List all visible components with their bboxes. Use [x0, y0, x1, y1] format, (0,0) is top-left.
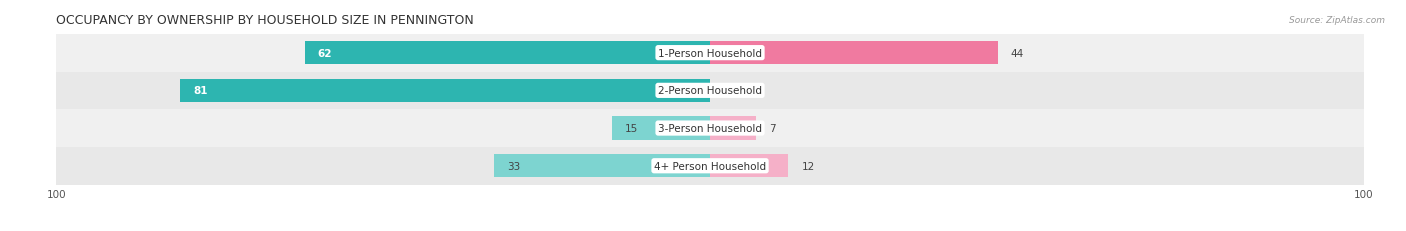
Bar: [56, 72, 1364, 110]
Bar: [710, 42, 998, 65]
Bar: [180, 79, 710, 103]
Bar: [710, 154, 789, 178]
Bar: [305, 42, 710, 65]
Text: 44: 44: [1011, 49, 1024, 58]
Bar: [495, 154, 710, 178]
Bar: [612, 117, 710, 140]
Text: 15: 15: [626, 124, 638, 134]
Text: Source: ZipAtlas.com: Source: ZipAtlas.com: [1289, 16, 1385, 25]
Text: 4+ Person Household: 4+ Person Household: [654, 161, 766, 171]
Text: 1-Person Household: 1-Person Household: [658, 49, 762, 58]
Text: 81: 81: [194, 86, 208, 96]
Bar: [56, 147, 1364, 185]
Text: 62: 62: [318, 49, 332, 58]
Text: 0: 0: [723, 86, 730, 96]
Text: 12: 12: [801, 161, 815, 171]
Bar: [56, 110, 1364, 147]
Text: 33: 33: [508, 161, 520, 171]
Bar: [56, 35, 1364, 72]
Text: 7: 7: [769, 124, 776, 134]
Bar: [710, 117, 756, 140]
Text: 3-Person Household: 3-Person Household: [658, 124, 762, 134]
Text: OCCUPANCY BY OWNERSHIP BY HOUSEHOLD SIZE IN PENNINGTON: OCCUPANCY BY OWNERSHIP BY HOUSEHOLD SIZE…: [56, 14, 474, 27]
Text: 2-Person Household: 2-Person Household: [658, 86, 762, 96]
